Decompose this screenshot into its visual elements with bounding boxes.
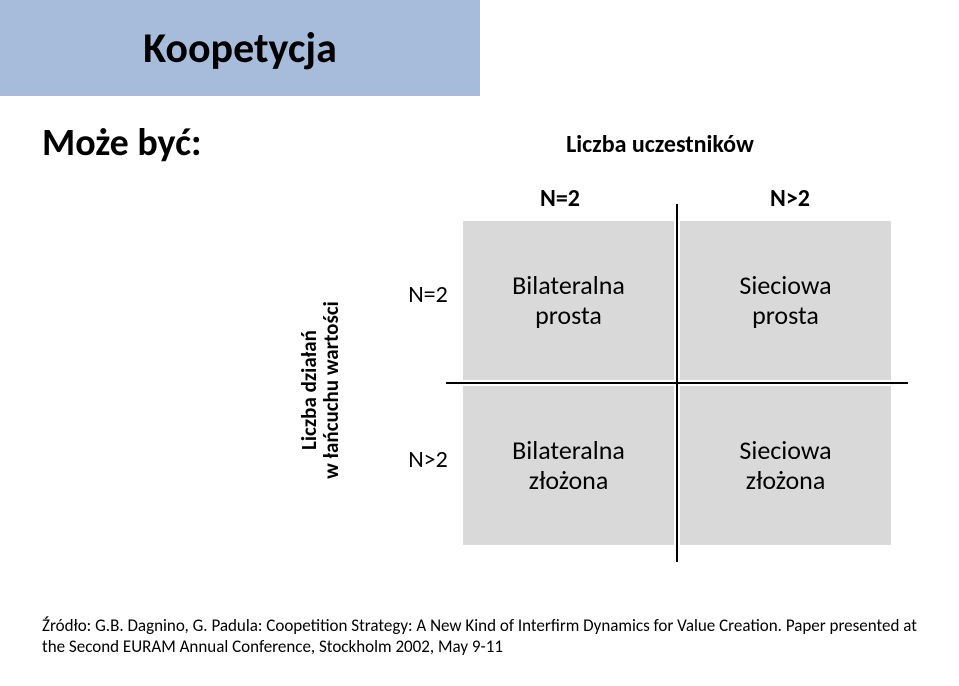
y-axis-header: Liczba działań w łańcuchu wartości [298,280,342,500]
y-axis-label-0: N=2 [398,280,458,309]
matrix-container: Bilateralna prosta Sieciowa prosta Bilat… [460,218,894,548]
x-axis-header: Liczba uczestników [560,130,760,159]
title-band: Koopetycja [0,0,480,96]
subtitle: Może być: [42,120,201,166]
x-axis-label-1: N>2 [700,184,880,213]
source-citation: Źródło: G.B. Dagnino, G. Padula: Coopeti… [42,615,922,658]
matrix-cell-0-1: Sieciowa prosta [680,221,891,380]
matrix-cell-0-0: Bilateralna prosta [463,221,674,380]
y-axis-label-1: N>2 [398,445,458,474]
page-title: Koopetycja [143,23,337,74]
matrix-cell-1-0: Bilateralna złożona [463,386,674,545]
matrix-cell-1-1: Sieciowa złożona [680,386,891,545]
x-axis-label-0: N=2 [470,184,650,213]
matrix-horizontal-divider [446,382,908,384]
